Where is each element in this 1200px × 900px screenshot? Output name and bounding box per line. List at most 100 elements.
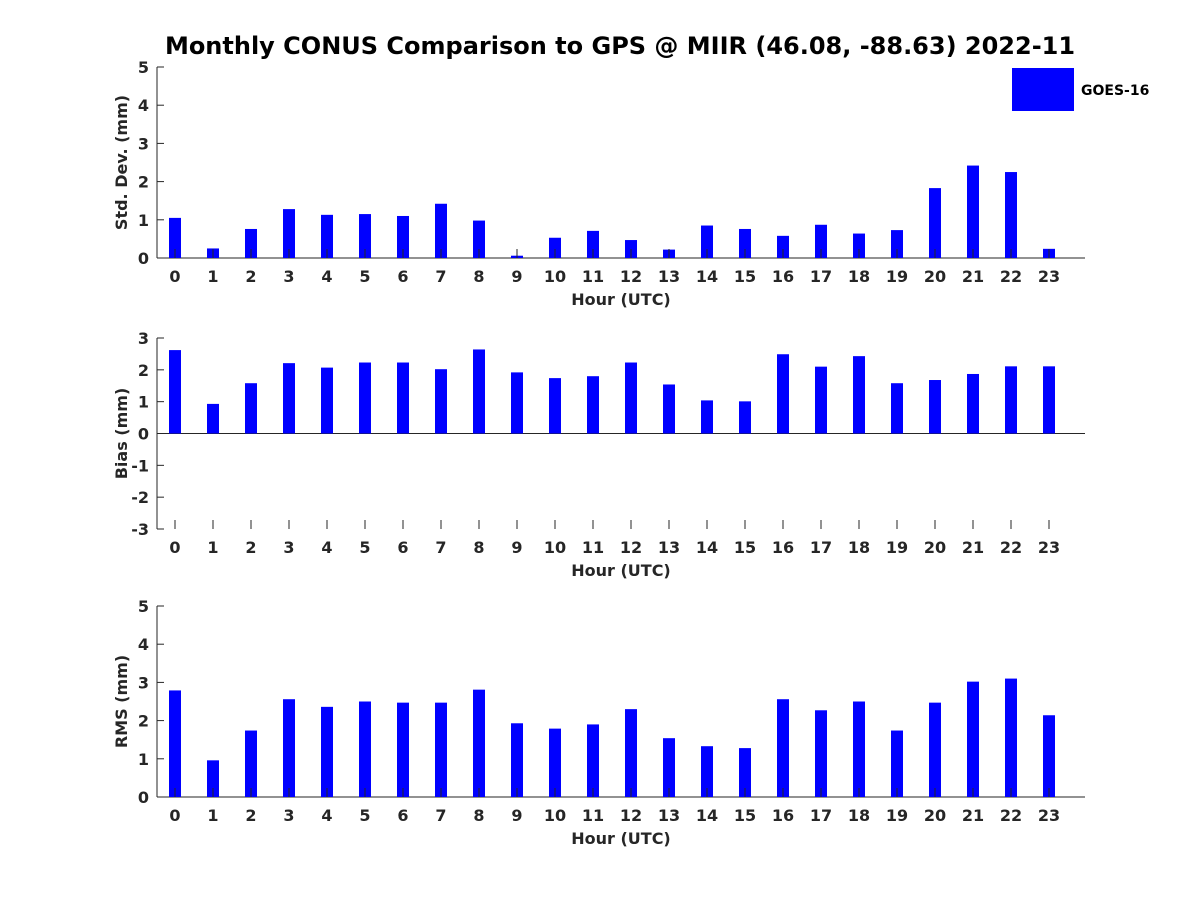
x-tick-label: 0 [169,538,180,557]
x-tick-label: 20 [924,267,946,286]
bar-hour-3 [283,363,295,434]
bar-hour-2 [245,730,257,797]
y-tick-label: 4 [138,96,149,115]
x-tick-label: 19 [886,267,908,286]
y-tick-label: 2 [138,173,149,192]
bar-hour-15 [739,748,751,797]
x-tick-label: 23 [1038,267,1060,286]
x-tick-label: 12 [620,538,642,557]
x-tick-label: 6 [397,267,408,286]
bar-hour-13 [663,738,675,797]
x-tick-label: 11 [582,538,604,557]
bar-hour-22 [1005,172,1017,258]
x-tick-label: 17 [810,267,832,286]
x-tick-label: 3 [283,806,294,825]
x-tick-label: 1 [207,538,218,557]
x-tick-label: 21 [962,806,984,825]
bar-hour-3 [283,209,295,258]
x-tick-label: 21 [962,267,984,286]
x-tick-label: 10 [544,538,566,557]
x-tick-label: 9 [511,267,522,286]
bar-hour-16 [777,354,789,434]
x-tick-label: 8 [473,538,484,557]
bar-hour-12 [625,362,637,434]
bar-hour-22 [1005,366,1017,434]
bar-hour-17 [815,366,827,434]
bar-hour-17 [815,710,827,797]
x-tick-label: 23 [1038,538,1060,557]
x-tick-label: 7 [435,538,446,557]
bar-hour-6 [397,702,409,797]
y-tick-label: 0 [138,249,149,268]
y-tick-label: 1 [138,211,149,230]
x-tick-label: 5 [359,806,370,825]
x-tick-label: 0 [169,267,180,286]
bar-hour-23 [1043,366,1055,434]
x-tick-label: 23 [1038,806,1060,825]
x-tick-label: 15 [734,267,756,286]
bar-hour-7 [435,203,447,258]
y-tick-label: 3 [138,134,149,153]
x-tick-label: 19 [886,538,908,557]
bar-hour-18 [853,233,865,258]
y-tick-label: 2 [138,712,149,731]
y-tick-label: 2 [138,361,149,380]
x-tick-label: 18 [848,538,870,557]
x-tick-label: 4 [321,538,332,557]
bar-hour-18 [853,356,865,434]
x-tick-label: 16 [772,267,794,286]
x-tick-label: 2 [245,267,256,286]
bar-hour-17 [815,224,827,258]
bar-hour-1 [207,403,219,434]
y-tick-label: 5 [138,58,149,77]
x-tick-label: 3 [283,267,294,286]
x-tick-label: 16 [772,538,794,557]
x-tick-label: 13 [658,538,680,557]
x-tick-label: 3 [283,538,294,557]
x-tick-label: 20 [924,538,946,557]
bar-hour-7 [435,702,447,797]
bar-hour-1 [207,760,219,797]
x-tick-label: 12 [620,806,642,825]
x-tick-label: 10 [544,267,566,286]
y-tick-label: -2 [131,488,149,507]
x-tick-label: 15 [734,806,756,825]
x-tick-label: 22 [1000,538,1022,557]
chart-title: Monthly CONUS Comparison to GPS @ MIIR (… [165,32,1075,60]
bar-hour-14 [701,225,713,258]
bar-hour-10 [549,378,561,434]
y-axis-label: Bias (mm) [112,388,131,480]
bar-hour-6 [397,215,409,258]
x-tick-label: 6 [397,806,408,825]
bar-hour-2 [245,383,257,434]
bar-hour-0 [169,690,181,797]
y-tick-label: 4 [138,635,149,654]
y-tick-label: 1 [138,750,149,769]
x-tick-label: 22 [1000,267,1022,286]
bar-hour-11 [587,230,599,258]
bar-hour-15 [739,401,751,434]
x-tick-label: 17 [810,806,832,825]
x-tick-label: 8 [473,267,484,286]
x-tick-label: 9 [511,806,522,825]
x-tick-label: 0 [169,806,180,825]
x-tick-label: 5 [359,538,370,557]
x-tick-label: 7 [435,267,446,286]
x-tick-label: 17 [810,538,832,557]
bar-hour-8 [473,220,485,258]
bar-hour-15 [739,228,751,258]
y-tick-label: -3 [131,520,149,539]
y-tick-label: 3 [138,673,149,692]
x-tick-label: 16 [772,806,794,825]
bar-hour-4 [321,367,333,434]
x-tick-label: 15 [734,538,756,557]
bar-hour-20 [929,188,941,258]
x-tick-label: 11 [582,267,604,286]
x-tick-label: 14 [696,806,718,825]
bar-hour-22 [1005,678,1017,797]
x-tick-label: 8 [473,806,484,825]
bar-hour-0 [169,350,181,434]
